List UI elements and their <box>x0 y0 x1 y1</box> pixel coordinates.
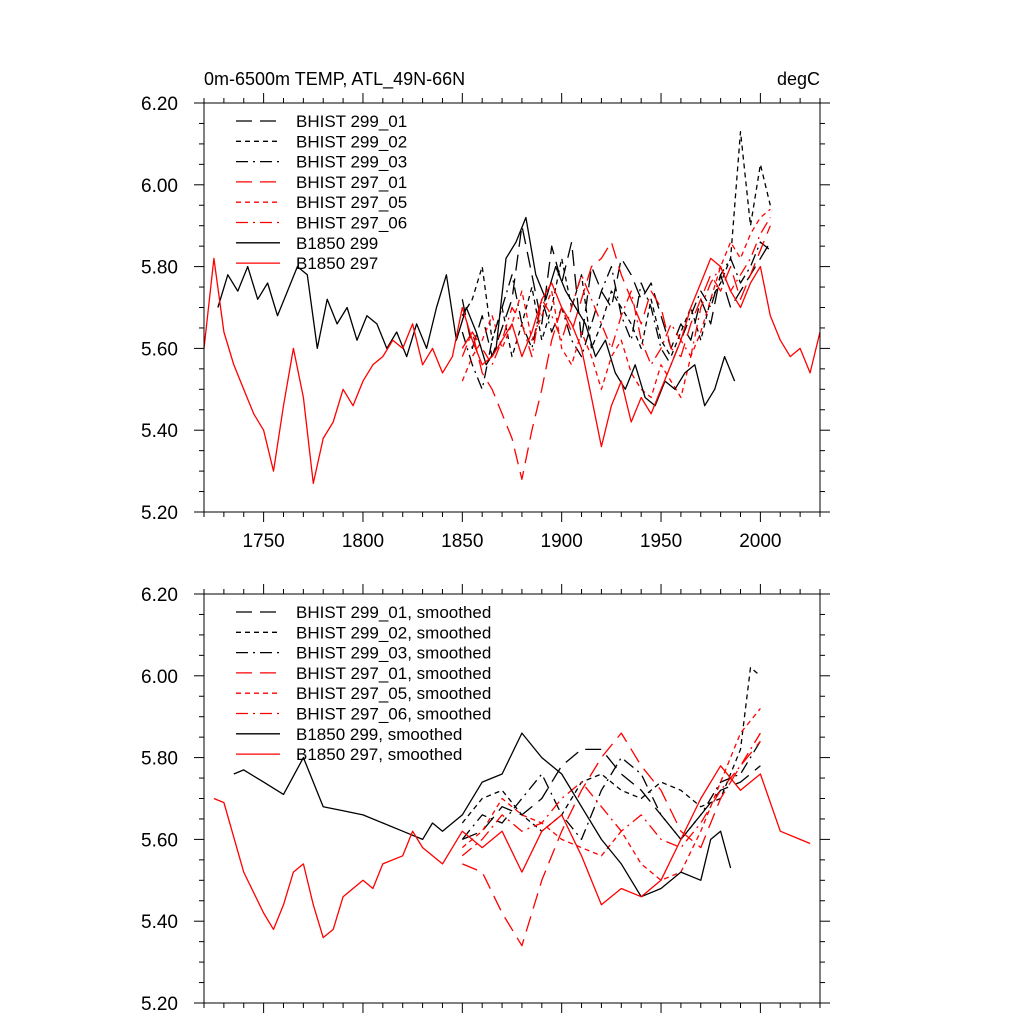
y-tick-label: 6.00 <box>141 667 178 688</box>
series-line-1 <box>461 666 761 832</box>
x-tick-label: 1900 <box>541 531 583 552</box>
legend-label: BHIST 299_01, smoothed <box>296 603 491 622</box>
series-line-3 <box>461 225 771 480</box>
y-tick-label: 5.20 <box>141 994 178 1015</box>
series-line-4 <box>461 208 771 399</box>
series-line-5 <box>461 217 771 366</box>
panel-title-right: degC <box>777 69 820 89</box>
x-tick-label: 1850 <box>441 531 483 552</box>
legend-label: BHIST 299_02 <box>296 132 407 151</box>
series-line-5 <box>461 732 761 857</box>
series-line-7 <box>213 765 811 939</box>
y-tick-label: 5.80 <box>141 258 178 279</box>
legend-label: BHIST 299_03, smoothed <box>296 644 491 663</box>
x-tick-label: 1950 <box>640 531 682 552</box>
y-tick-label: 5.80 <box>141 749 178 770</box>
legend-label: BHIST 299_03 <box>296 153 407 172</box>
y-tick-label: 5.20 <box>141 503 178 524</box>
y-tick-label: 5.60 <box>141 830 178 851</box>
y-tick-label: 5.40 <box>141 912 178 933</box>
y-tick-label: 6.00 <box>141 176 178 197</box>
legend-label: BHIST 297_06 <box>296 214 407 233</box>
series-layer <box>213 666 811 947</box>
y-tick-label: 6.20 <box>141 585 178 606</box>
panel-title-left: 0m-6500m TEMP, ATL_49N-66N <box>204 69 465 90</box>
x-tick-label: 1750 <box>242 531 284 552</box>
series-line-3 <box>462 732 761 947</box>
legend-label: B1850 297 <box>296 254 378 273</box>
series-line-6 <box>217 216 736 407</box>
x-tick-label: 2000 <box>739 531 781 552</box>
legend-label: BHIST 297_05, smoothed <box>296 684 491 703</box>
axes-layer: 5.20 5.40 5.60 5.80 6.00 6.20 <box>141 584 830 1015</box>
legend-label: BHIST 299_02, smoothed <box>296 623 491 642</box>
legend-label: BHIST 299_01 <box>296 112 407 131</box>
y-tick-label: 5.40 <box>141 421 178 442</box>
legend-label: BHIST 297_05 <box>296 193 407 212</box>
legend-label: B1850 299 <box>296 234 378 253</box>
y-tick-label: 5.60 <box>141 339 178 360</box>
legend-label: BHIST 297_01 <box>296 173 407 192</box>
series-line-7 <box>203 257 821 485</box>
legend-label: BHIST 297_06, smoothed <box>296 705 491 724</box>
y-tick-label: 6.20 <box>141 94 178 115</box>
top-panel: 0m-6500m TEMP, ATL_49N-66N degC 1750 1800… <box>141 69 830 552</box>
legend-label: B1850 297, smoothed <box>296 745 462 764</box>
axes-layer: 1750 1800 1850 1900 1950 2000 5.20 5.40 5.60 5.80… <box>141 93 830 552</box>
series-line-0 <box>461 225 771 358</box>
legend-label: B1850 299, smoothed <box>296 725 462 744</box>
x-tick-label: 1800 <box>342 531 384 552</box>
series-line-2 <box>461 241 771 390</box>
series-line-2 <box>461 740 761 841</box>
series-line-6 <box>233 732 732 898</box>
bottom-panel: 5.20 5.40 5.60 5.80 6.00 6.20 BHIST 299_01, s… <box>141 584 830 1015</box>
series-line-1 <box>461 130 771 358</box>
series-layer <box>203 130 821 485</box>
legend-label: BHIST 297_01, smoothed <box>296 664 491 683</box>
series-line-0 <box>462 748 761 841</box>
series-line-4 <box>461 708 761 881</box>
